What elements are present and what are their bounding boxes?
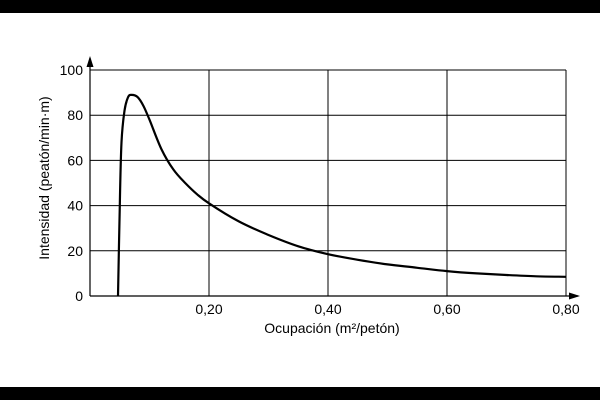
x-axis-arrow [569,292,580,300]
grid [90,69,567,296]
y-tick-label: 0 [75,288,83,304]
y-tick-label: 80 [67,107,83,123]
y-axis-label: Intensidad (peatón/min·m) [36,96,52,259]
series-line-0 [116,93,567,297]
bottom-black-border [0,387,600,400]
axes [86,56,580,300]
series [116,93,567,297]
x-tick-label: 0,60 [433,301,460,317]
x-tick-label: 0,80 [552,301,579,317]
x-tick-label: 0,40 [314,301,341,317]
x-tick-label: 0,20 [195,301,222,317]
y-tick-label: 100 [60,62,84,78]
tick-labels: 0 20 40 60 80 100 0,20 0,40 0,60 0,80 [60,62,580,317]
y-tick-label: 40 [67,198,83,214]
y-tick-label: 20 [67,243,83,259]
x-axis-label: Ocupación (m²/petón) [264,320,399,336]
top-black-border [0,0,600,13]
y-axis-arrow [86,56,94,67]
y-tick-label: 60 [67,152,83,168]
